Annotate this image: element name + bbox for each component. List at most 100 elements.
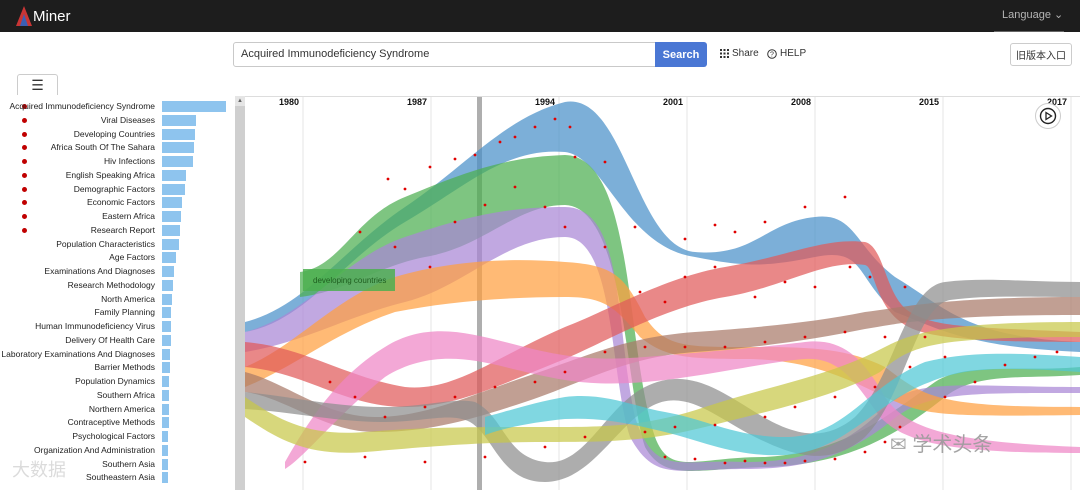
event-dot[interactable] xyxy=(493,385,497,389)
topic-label[interactable]: Demographic Factors xyxy=(73,183,155,194)
event-dot[interactable] xyxy=(663,455,667,459)
event-dot[interactable] xyxy=(328,380,332,384)
event-dot[interactable] xyxy=(573,155,577,159)
event-dot[interactable] xyxy=(663,300,667,304)
topic-label[interactable]: Organization And Administration xyxy=(34,444,155,455)
search-input[interactable]: Acquired Immunodeficiency Syndrome xyxy=(233,42,656,67)
topic-row[interactable]: Developing Countries xyxy=(0,128,240,142)
event-dot[interactable] xyxy=(643,345,647,349)
topic-label[interactable]: Northern America xyxy=(88,403,155,414)
event-dot[interactable] xyxy=(673,425,677,429)
topic-label[interactable]: Hiv Infections xyxy=(103,156,155,166)
topic-label[interactable]: Research Methodology xyxy=(67,279,155,290)
event-dot[interactable] xyxy=(883,440,887,444)
event-dot[interactable] xyxy=(863,450,867,454)
topic-label[interactable]: Barrier Methods xyxy=(94,362,155,373)
topic-row[interactable]: Contraceptive Methods xyxy=(0,416,240,430)
event-dot[interactable] xyxy=(848,265,852,269)
event-dot[interactable] xyxy=(803,205,807,209)
event-dot[interactable] xyxy=(563,370,567,374)
aminer-logo-icon[interactable] xyxy=(14,4,74,28)
help-button[interactable]: ? HELP xyxy=(767,48,806,59)
event-dot[interactable] xyxy=(633,225,637,229)
event-dot[interactable] xyxy=(903,285,907,289)
event-dot[interactable] xyxy=(843,195,847,199)
event-dot[interactable] xyxy=(733,230,737,234)
event-dot[interactable] xyxy=(403,187,407,191)
event-dot[interactable] xyxy=(393,245,397,249)
topic-stream-chart[interactable]: 1980 1987 1994 2001 2008 2015 2017 developing c… xyxy=(245,96,1080,490)
stream-band-pink[interactable] xyxy=(285,331,1080,469)
stream-graph[interactable]: 1980 1987 1994 2001 2008 2015 2017 developing c… xyxy=(245,97,1080,490)
event-dot[interactable] xyxy=(563,225,567,229)
event-dot[interactable] xyxy=(603,245,607,249)
event-dot[interactable] xyxy=(683,345,687,349)
language-select[interactable]: Language ⌄ xyxy=(1002,8,1063,21)
topic-label[interactable]: North America xyxy=(101,293,155,304)
event-dot[interactable] xyxy=(868,275,872,279)
event-dot[interactable] xyxy=(713,223,717,227)
event-dot[interactable] xyxy=(723,345,727,349)
event-dot[interactable] xyxy=(543,445,547,449)
topic-row[interactable]: Population Dynamics xyxy=(0,375,240,389)
topic-label[interactable]: Delivery Of Health Care xyxy=(65,334,155,345)
event-dot[interactable] xyxy=(943,395,947,399)
topic-label[interactable]: Southern Asia xyxy=(102,458,155,469)
event-dot[interactable] xyxy=(753,295,757,299)
topic-row[interactable]: Research Methodology xyxy=(0,279,240,293)
event-dot[interactable] xyxy=(543,205,547,209)
topic-row[interactable]: Psychological Factors xyxy=(0,430,240,444)
share-button[interactable]: Share xyxy=(720,48,759,59)
event-dot[interactable] xyxy=(833,395,837,399)
topic-row[interactable]: Family Planning xyxy=(0,306,240,320)
topic-label[interactable]: Southeastern Asia xyxy=(86,472,155,483)
topic-row[interactable]: Population Characteristics xyxy=(0,238,240,252)
event-dot[interactable] xyxy=(943,355,947,359)
event-dot[interactable] xyxy=(1003,363,1007,367)
event-dot[interactable] xyxy=(723,461,727,465)
topic-row[interactable]: Acquired Immunodeficiency Syndrome xyxy=(0,100,240,114)
menu-toggle-button[interactable]: ☰ xyxy=(17,74,58,95)
stream-band-cyan[interactable] xyxy=(485,353,1080,456)
stream-band-gray[interactable] xyxy=(245,279,1080,482)
topic-row[interactable]: Hiv Infections xyxy=(0,155,240,169)
event-dot[interactable] xyxy=(693,457,697,461)
event-dot[interactable] xyxy=(553,117,557,121)
event-dot[interactable] xyxy=(763,461,767,465)
topic-row[interactable]: Southern Africa xyxy=(0,389,240,403)
topic-row[interactable]: Economic Factors xyxy=(0,196,240,210)
event-dot[interactable] xyxy=(358,230,362,234)
event-dot[interactable] xyxy=(353,395,357,399)
topic-row[interactable]: Viral Diseases xyxy=(0,114,240,128)
topic-row[interactable]: Organization And Administration xyxy=(0,444,240,458)
event-dot[interactable] xyxy=(763,220,767,224)
topic-row[interactable]: Age Factors xyxy=(0,251,240,265)
topic-row[interactable]: Research Report xyxy=(0,224,240,238)
event-dot[interactable] xyxy=(1033,355,1037,359)
event-dot[interactable] xyxy=(513,185,517,189)
topic-label[interactable]: Developing Countries xyxy=(73,128,155,139)
event-dot[interactable] xyxy=(603,160,607,164)
event-dot[interactable] xyxy=(803,335,807,339)
event-dot[interactable] xyxy=(513,135,517,139)
topic-label[interactable]: Southern Africa xyxy=(96,389,155,400)
topic-row[interactable]: Africa South Of The Sahara xyxy=(0,141,240,155)
scroll-up-icon[interactable]: ▲ xyxy=(235,96,245,106)
event-dot[interactable] xyxy=(453,157,457,161)
topic-row[interactable]: Southeastern Asia xyxy=(0,471,240,485)
logo-text[interactable]: Miner xyxy=(33,8,71,25)
event-dot[interactable] xyxy=(453,220,457,224)
search-button[interactable]: Search xyxy=(655,42,707,67)
topic-label[interactable]: Age Factors xyxy=(109,252,155,263)
topic-row[interactable]: Human Immunodeficiency Virus xyxy=(0,320,240,334)
topic-row[interactable]: Northern America xyxy=(0,403,240,417)
event-dot[interactable] xyxy=(833,457,837,461)
event-dot[interactable] xyxy=(683,237,687,241)
event-dot[interactable] xyxy=(568,125,572,129)
event-dot[interactable] xyxy=(533,125,537,129)
event-dot[interactable] xyxy=(908,365,912,369)
event-dot[interactable] xyxy=(923,335,927,339)
topic-row[interactable]: Delivery Of Health Care xyxy=(0,334,240,348)
topic-label[interactable]: Africa South Of The Sahara xyxy=(50,142,155,153)
event-dot[interactable] xyxy=(643,430,647,434)
